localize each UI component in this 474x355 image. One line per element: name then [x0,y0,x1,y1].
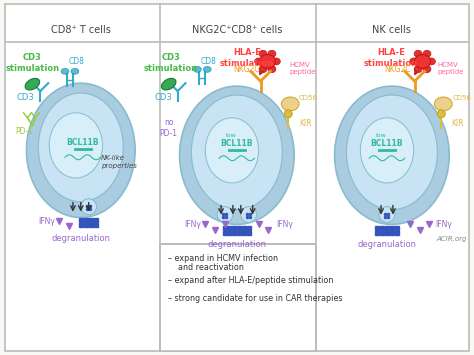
Ellipse shape [259,50,267,57]
Text: and reactivation: and reactivation [168,263,244,272]
Ellipse shape [71,69,79,74]
Text: PD-1: PD-1 [16,127,34,136]
Ellipse shape [281,97,299,111]
Ellipse shape [25,78,40,90]
Text: no
PD-1: no PD-1 [160,118,178,138]
Ellipse shape [360,118,414,183]
Ellipse shape [423,66,431,73]
Ellipse shape [428,58,436,65]
Ellipse shape [273,58,280,65]
Ellipse shape [284,110,292,118]
Ellipse shape [423,50,431,57]
Ellipse shape [335,86,449,224]
Text: NK cells: NK cells [373,25,411,35]
Ellipse shape [346,95,438,209]
Text: IFNγ: IFNγ [435,220,452,229]
Text: CD56: CD56 [452,95,471,101]
Bar [160,244,316,351]
Ellipse shape [61,69,69,74]
Ellipse shape [193,66,201,72]
Text: IFNγ: IFNγ [184,220,201,229]
Text: KIR: KIR [299,119,312,128]
Ellipse shape [260,55,275,69]
Text: – strong candidate for use in CAR therapies: – strong candidate for use in CAR therap… [168,294,342,302]
Text: BCL11B: BCL11B [220,139,253,148]
Text: CD56: CD56 [299,95,318,101]
Ellipse shape [191,95,283,209]
Ellipse shape [414,66,422,73]
Text: NKG2C: NKG2C [384,65,411,74]
Text: CD8⁺ T cells: CD8⁺ T cells [51,25,111,35]
Ellipse shape [259,66,267,73]
Ellipse shape [415,55,430,69]
Ellipse shape [268,50,276,57]
Ellipse shape [255,58,263,65]
Text: – expand after HLA-E/peptide stimulation: – expand after HLA-E/peptide stimulation [168,276,333,285]
Text: NKG2C: NKG2C [233,65,260,74]
Text: low: low [375,133,386,138]
Ellipse shape [434,97,452,111]
Text: HLA-E
stimulation: HLA-E stimulation [364,48,418,68]
Ellipse shape [217,207,233,223]
Text: HCMV
peptide: HCMV peptide [289,62,316,75]
Text: HCMV
peptide: HCMV peptide [438,62,464,75]
Ellipse shape [180,86,294,224]
Text: CD8: CD8 [69,57,85,66]
Ellipse shape [410,58,418,65]
Text: IFNγ: IFNγ [276,220,293,229]
Text: CD3
stimulation: CD3 stimulation [144,53,198,73]
Text: IFNγ: IFNγ [38,217,55,226]
Text: degranulation: degranulation [207,240,266,248]
Ellipse shape [205,118,259,183]
Text: NKG2C⁺CD8⁺ cells: NKG2C⁺CD8⁺ cells [191,25,282,35]
Text: BCL11B: BCL11B [66,138,99,147]
Text: ACIR.org: ACIR.org [437,236,467,242]
Text: NK-like
properties: NK-like properties [100,155,137,169]
Text: CD3: CD3 [17,93,35,103]
Text: CD3
stimulation: CD3 stimulation [5,53,59,73]
Ellipse shape [241,207,256,223]
Text: – expand in HCMV infection: – expand in HCMV infection [168,254,278,263]
Ellipse shape [438,110,445,118]
Text: degranulation: degranulation [357,240,417,248]
Ellipse shape [414,50,422,57]
Ellipse shape [203,66,211,72]
Ellipse shape [81,199,97,214]
Ellipse shape [49,113,102,178]
Ellipse shape [27,83,135,218]
Text: BCL11B: BCL11B [371,139,403,148]
Text: CD8: CD8 [201,57,216,66]
Ellipse shape [379,207,395,223]
Text: CD3: CD3 [155,93,173,103]
Ellipse shape [268,66,276,73]
Ellipse shape [38,93,123,202]
Text: KIR: KIR [451,119,464,128]
Ellipse shape [162,78,176,90]
Text: HLA-E
stimulation: HLA-E stimulation [219,48,274,68]
Text: degranulation: degranulation [51,234,110,243]
Text: low: low [225,133,236,138]
